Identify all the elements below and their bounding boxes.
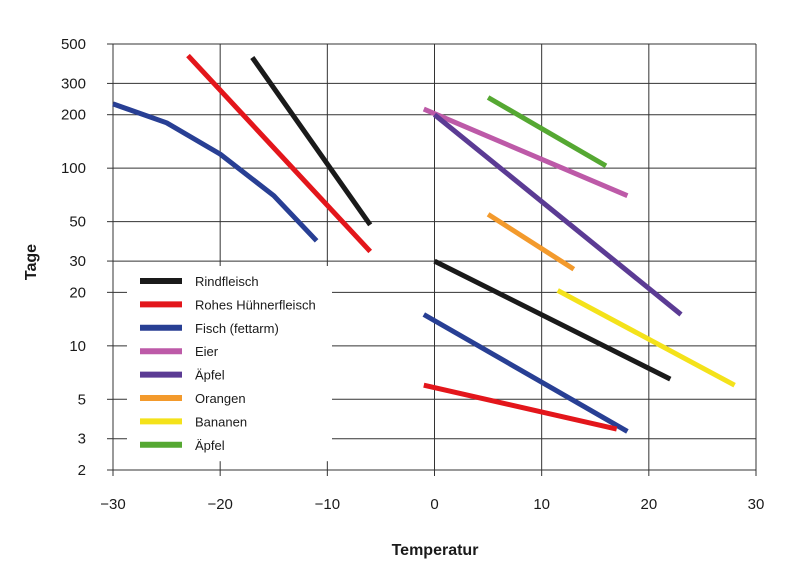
series-line-fisch-fettarm--2 [112,101,319,243]
legend-label: Bananen [195,414,247,429]
series-line-bananen-6 [556,288,736,388]
legend-label: Eier [195,344,219,359]
y-tick-label: 3 [78,431,86,448]
x-axis-title: Temperatur [392,542,479,559]
y-tick-label: 500 [61,36,86,53]
y-tick-label: 10 [69,338,86,355]
x-tick-label: 20 [640,496,657,513]
series-line--pfel-7 [486,95,608,169]
y-tick-label: 2 [78,462,86,479]
series-line-rindfleisch-0 [250,56,373,227]
legend-label: Rohes Hühnerfleisch [195,297,316,312]
y-axis-title: Tage [23,244,40,280]
legend-label: Äpfel [195,368,225,383]
x-tick-label: 30 [748,496,765,513]
series-line-unlabeled-9 [422,312,629,434]
y-tick-label: 100 [61,160,86,177]
y-tick-label: 300 [61,75,86,92]
series-line-unlabeled-10 [423,382,618,432]
legend: Rindfleisch Rohes Hühnerfleisch Fisch (fet… [127,266,332,462]
x-tick-label: 0 [430,496,438,513]
y-tick-label: 20 [69,284,86,301]
axes: −30 −20 −10 0 10 20 30 2 3 5 10 20 30 50 100 200 300 500 [61,36,764,513]
legend-label: Äpfel [195,438,225,453]
series-line-unlabeled-8 [433,258,672,382]
legend-label: Rindfleisch [195,274,259,289]
y-tick-label: 50 [69,214,86,231]
legend-box [127,266,332,462]
series-line-eier-3 [422,106,629,199]
series-line-rohes-h-hnerfleisch-1 [186,53,373,254]
y-tick-label: 5 [78,391,86,408]
series-lines [112,53,736,434]
legend-label: Orangen [195,391,246,406]
series-line-orangen-5 [486,212,576,272]
y-tick-label: 30 [69,253,86,270]
x-tick-label: −10 [315,496,340,513]
legend-label: Fisch (fettarm) [195,321,279,336]
x-tick-label: −20 [207,496,232,513]
y-tick-label: 200 [61,107,86,124]
x-tick-label: 10 [533,496,550,513]
series-line--pfel-4 [432,112,683,317]
x-tick-label: −30 [100,496,125,513]
